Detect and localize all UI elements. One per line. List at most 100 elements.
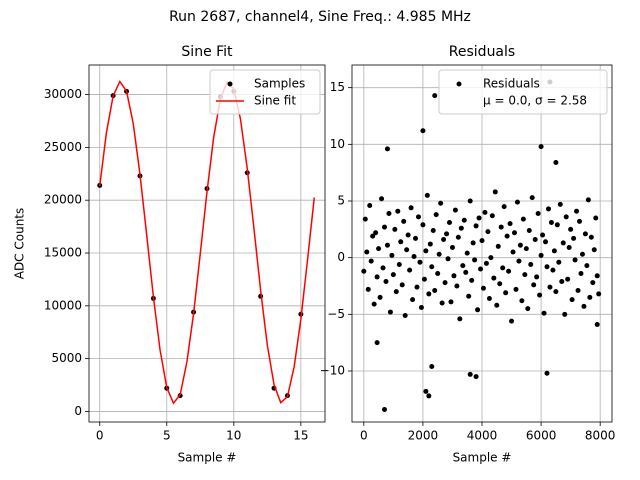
- data-point: [556, 259, 562, 265]
- data-point: [427, 241, 433, 247]
- data-point: [396, 261, 402, 267]
- data-point: [529, 195, 535, 201]
- data-point: [424, 192, 430, 198]
- data-point: [420, 222, 426, 228]
- data-point: [507, 221, 513, 227]
- data-point: [417, 259, 423, 265]
- data-point: [568, 226, 574, 232]
- data-point: [423, 388, 429, 394]
- data-point: [389, 252, 395, 258]
- plot-area: [361, 79, 602, 413]
- data-point: [399, 282, 405, 288]
- data-point: [551, 248, 557, 254]
- data-point: [553, 159, 559, 165]
- data-point: [590, 280, 596, 286]
- data-point: [463, 269, 469, 275]
- data-point: [423, 248, 429, 254]
- data-point: [574, 208, 580, 214]
- data-point: [476, 215, 482, 221]
- data-point: [454, 283, 460, 289]
- y-tick-label: 0: [337, 250, 345, 264]
- data-point: [516, 258, 522, 264]
- data-point: [374, 340, 380, 346]
- y-tick-label: 15000: [44, 246, 82, 260]
- data-point: [436, 251, 442, 257]
- y-tick-label: 5: [337, 194, 345, 208]
- data-point: [594, 273, 600, 279]
- data-point: [365, 286, 371, 292]
- data-point: [415, 214, 421, 220]
- data-point: [512, 230, 517, 236]
- y-tick-label: 25000: [44, 140, 82, 154]
- data-point: [467, 198, 473, 204]
- y-tick-label: 20000: [44, 193, 82, 207]
- data-point: [483, 260, 489, 266]
- data-point: [526, 227, 532, 233]
- legend-box: [209, 69, 321, 115]
- data-point: [506, 268, 512, 274]
- data-point: [588, 234, 594, 240]
- axes-title: Residuals: [449, 44, 515, 60]
- data-point: [492, 189, 498, 195]
- data-point: [559, 278, 565, 284]
- data-point: [473, 223, 479, 229]
- data-point: [566, 244, 572, 250]
- data-point: [418, 305, 424, 311]
- legend-label: Samples: [254, 77, 305, 91]
- x-tick-label: 0: [96, 429, 104, 443]
- data-point: [457, 316, 463, 322]
- data-point: [478, 266, 484, 272]
- data-point: [451, 273, 457, 279]
- data-point: [537, 292, 543, 298]
- x-tick-label: 10: [226, 429, 241, 443]
- data-point: [473, 374, 479, 380]
- axes-frame: [88, 64, 326, 423]
- data-point: [398, 239, 404, 245]
- data-point: [414, 284, 420, 290]
- data-point: [392, 226, 398, 232]
- data-point: [538, 144, 544, 150]
- data-point: [553, 289, 559, 295]
- data-point: [494, 302, 500, 308]
- data-point: [367, 203, 373, 209]
- data-point: [503, 290, 509, 296]
- x-tick-label: 5: [163, 429, 171, 443]
- x-axis-label: Sample #: [178, 451, 237, 465]
- data-point: [497, 281, 503, 287]
- y-tick-label: −10: [320, 364, 345, 378]
- data-point: [382, 224, 387, 230]
- data-point: [525, 306, 531, 312]
- data-point: [581, 303, 587, 309]
- data-point: [534, 274, 540, 280]
- data-point: [587, 294, 593, 300]
- data-point: [520, 216, 526, 222]
- data-point: [528, 261, 534, 267]
- data-point: [470, 240, 476, 246]
- data-point: [519, 298, 525, 304]
- data-point: [509, 318, 515, 324]
- data-point: [560, 240, 566, 246]
- data-point: [426, 291, 432, 297]
- data-point: [510, 249, 516, 255]
- data-point: [475, 307, 481, 313]
- data-point: [435, 271, 441, 277]
- data-point: [461, 217, 467, 223]
- data-point: [569, 297, 575, 303]
- data-point: [594, 322, 600, 328]
- data-point: [578, 271, 584, 277]
- data-point: [444, 231, 450, 237]
- data-point: [380, 265, 386, 271]
- legend-swatch: [456, 81, 462, 87]
- data-point: [504, 233, 510, 239]
- data-point: [460, 263, 466, 269]
- data-point: [401, 218, 407, 224]
- data-point: [532, 237, 538, 243]
- data-point: [582, 231, 588, 237]
- data-point: [382, 407, 387, 413]
- y-tick-label: 30000: [44, 87, 82, 101]
- data-point: [535, 210, 541, 216]
- y-axis-label: ADC Counts: [13, 208, 27, 280]
- data-point: [531, 282, 537, 288]
